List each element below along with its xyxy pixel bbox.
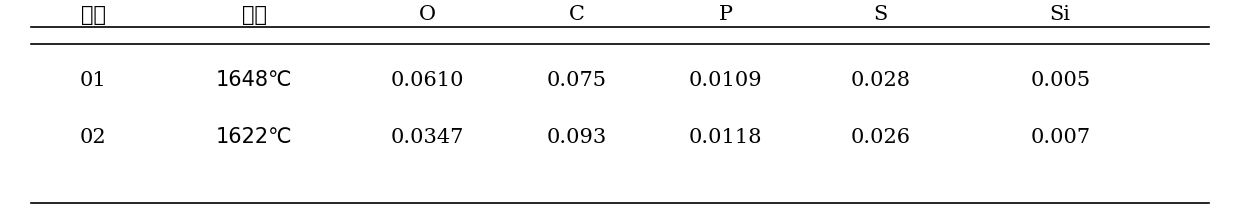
Text: 0.0118: 0.0118	[688, 128, 763, 147]
Text: 01: 01	[79, 71, 107, 90]
Text: 02: 02	[79, 128, 107, 147]
Text: 0.093: 0.093	[547, 128, 606, 147]
Text: 温度: 温度	[242, 5, 267, 25]
Text: O: O	[419, 5, 436, 24]
Text: 0.005: 0.005	[1030, 71, 1090, 90]
Text: 1648℃: 1648℃	[216, 70, 293, 90]
Text: 0.007: 0.007	[1030, 128, 1090, 147]
Text: 0.0347: 0.0347	[391, 128, 465, 147]
Text: 0.026: 0.026	[851, 128, 910, 147]
Text: 炉号: 炉号	[81, 5, 105, 25]
Text: 0.0610: 0.0610	[391, 71, 465, 90]
Text: S: S	[873, 5, 888, 24]
Text: 0.0109: 0.0109	[688, 71, 763, 90]
Text: Si: Si	[1050, 5, 1070, 24]
Text: C: C	[569, 5, 584, 24]
Text: 0.028: 0.028	[851, 71, 910, 90]
Text: 1622℃: 1622℃	[216, 127, 293, 147]
Text: 0.075: 0.075	[547, 71, 606, 90]
Text: P: P	[718, 5, 733, 24]
